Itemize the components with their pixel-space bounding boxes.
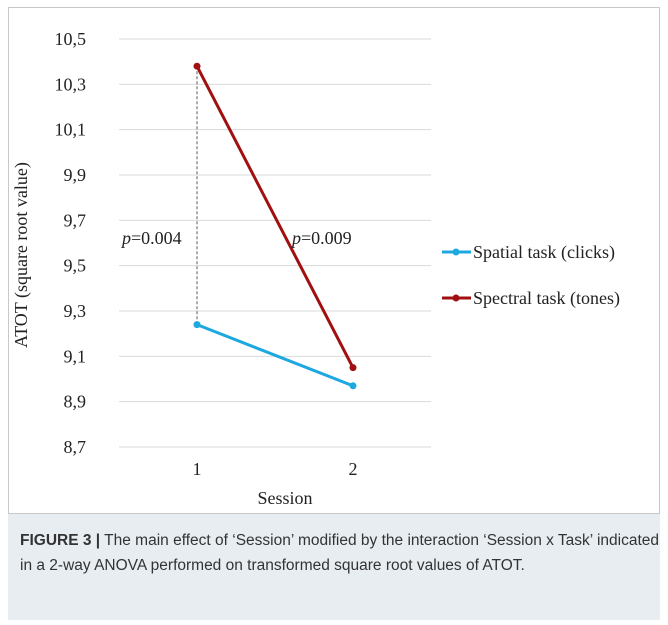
data-point <box>193 62 201 70</box>
p-value-annotation: p=0.004 <box>120 228 182 248</box>
x-axis-label: Session <box>257 488 312 508</box>
y-tick-label: 8,9 <box>64 392 87 412</box>
data-point <box>349 382 357 390</box>
data-point <box>193 321 201 329</box>
y-tick-label: 9,3 <box>64 301 87 321</box>
series-line <box>196 323 354 388</box>
line-chart: 8,7 8,9 9,1 9,3 9,5 9,7 9,9 10,1 10,3 10,5 1 2 Sessi… <box>11 29 620 508</box>
y-tick-label: 10,3 <box>55 74 87 94</box>
p-value-annotation: p=0.009 <box>290 228 352 248</box>
y-tick-label: 9,7 <box>64 210 87 230</box>
legend-label: Spectral task (tones) <box>473 288 620 309</box>
caption-text: The main effect of ‘Session’ modified by… <box>20 532 660 574</box>
y-axis-label: ATOT (square root value) <box>11 162 32 348</box>
series-line <box>195 65 355 369</box>
y-tick-label: 10,5 <box>55 29 87 49</box>
y-tick-label: 9,5 <box>64 256 87 276</box>
caption-label: FIGURE 3 | <box>20 532 101 549</box>
chart-frame: 8,7 8,9 9,1 9,3 9,5 9,7 9,9 10,1 10,3 10,5 1 2 Sessi… <box>8 7 660 514</box>
figure-caption: FIGURE 3 | The main effect of ‘Session’ … <box>8 514 660 620</box>
y-tick-label: 9,1 <box>64 346 87 366</box>
legend-marker <box>452 248 460 256</box>
legend-label: Spatial task (clicks) <box>473 242 615 263</box>
x-tick-label: 2 <box>349 459 358 479</box>
x-tick-label: 1 <box>193 459 202 479</box>
y-tick-label: 10,1 <box>55 120 87 140</box>
y-tick-label: 9,9 <box>64 165 87 185</box>
y-tick-label: 8,7 <box>64 437 87 457</box>
legend-marker <box>452 294 460 302</box>
data-point <box>349 364 357 372</box>
